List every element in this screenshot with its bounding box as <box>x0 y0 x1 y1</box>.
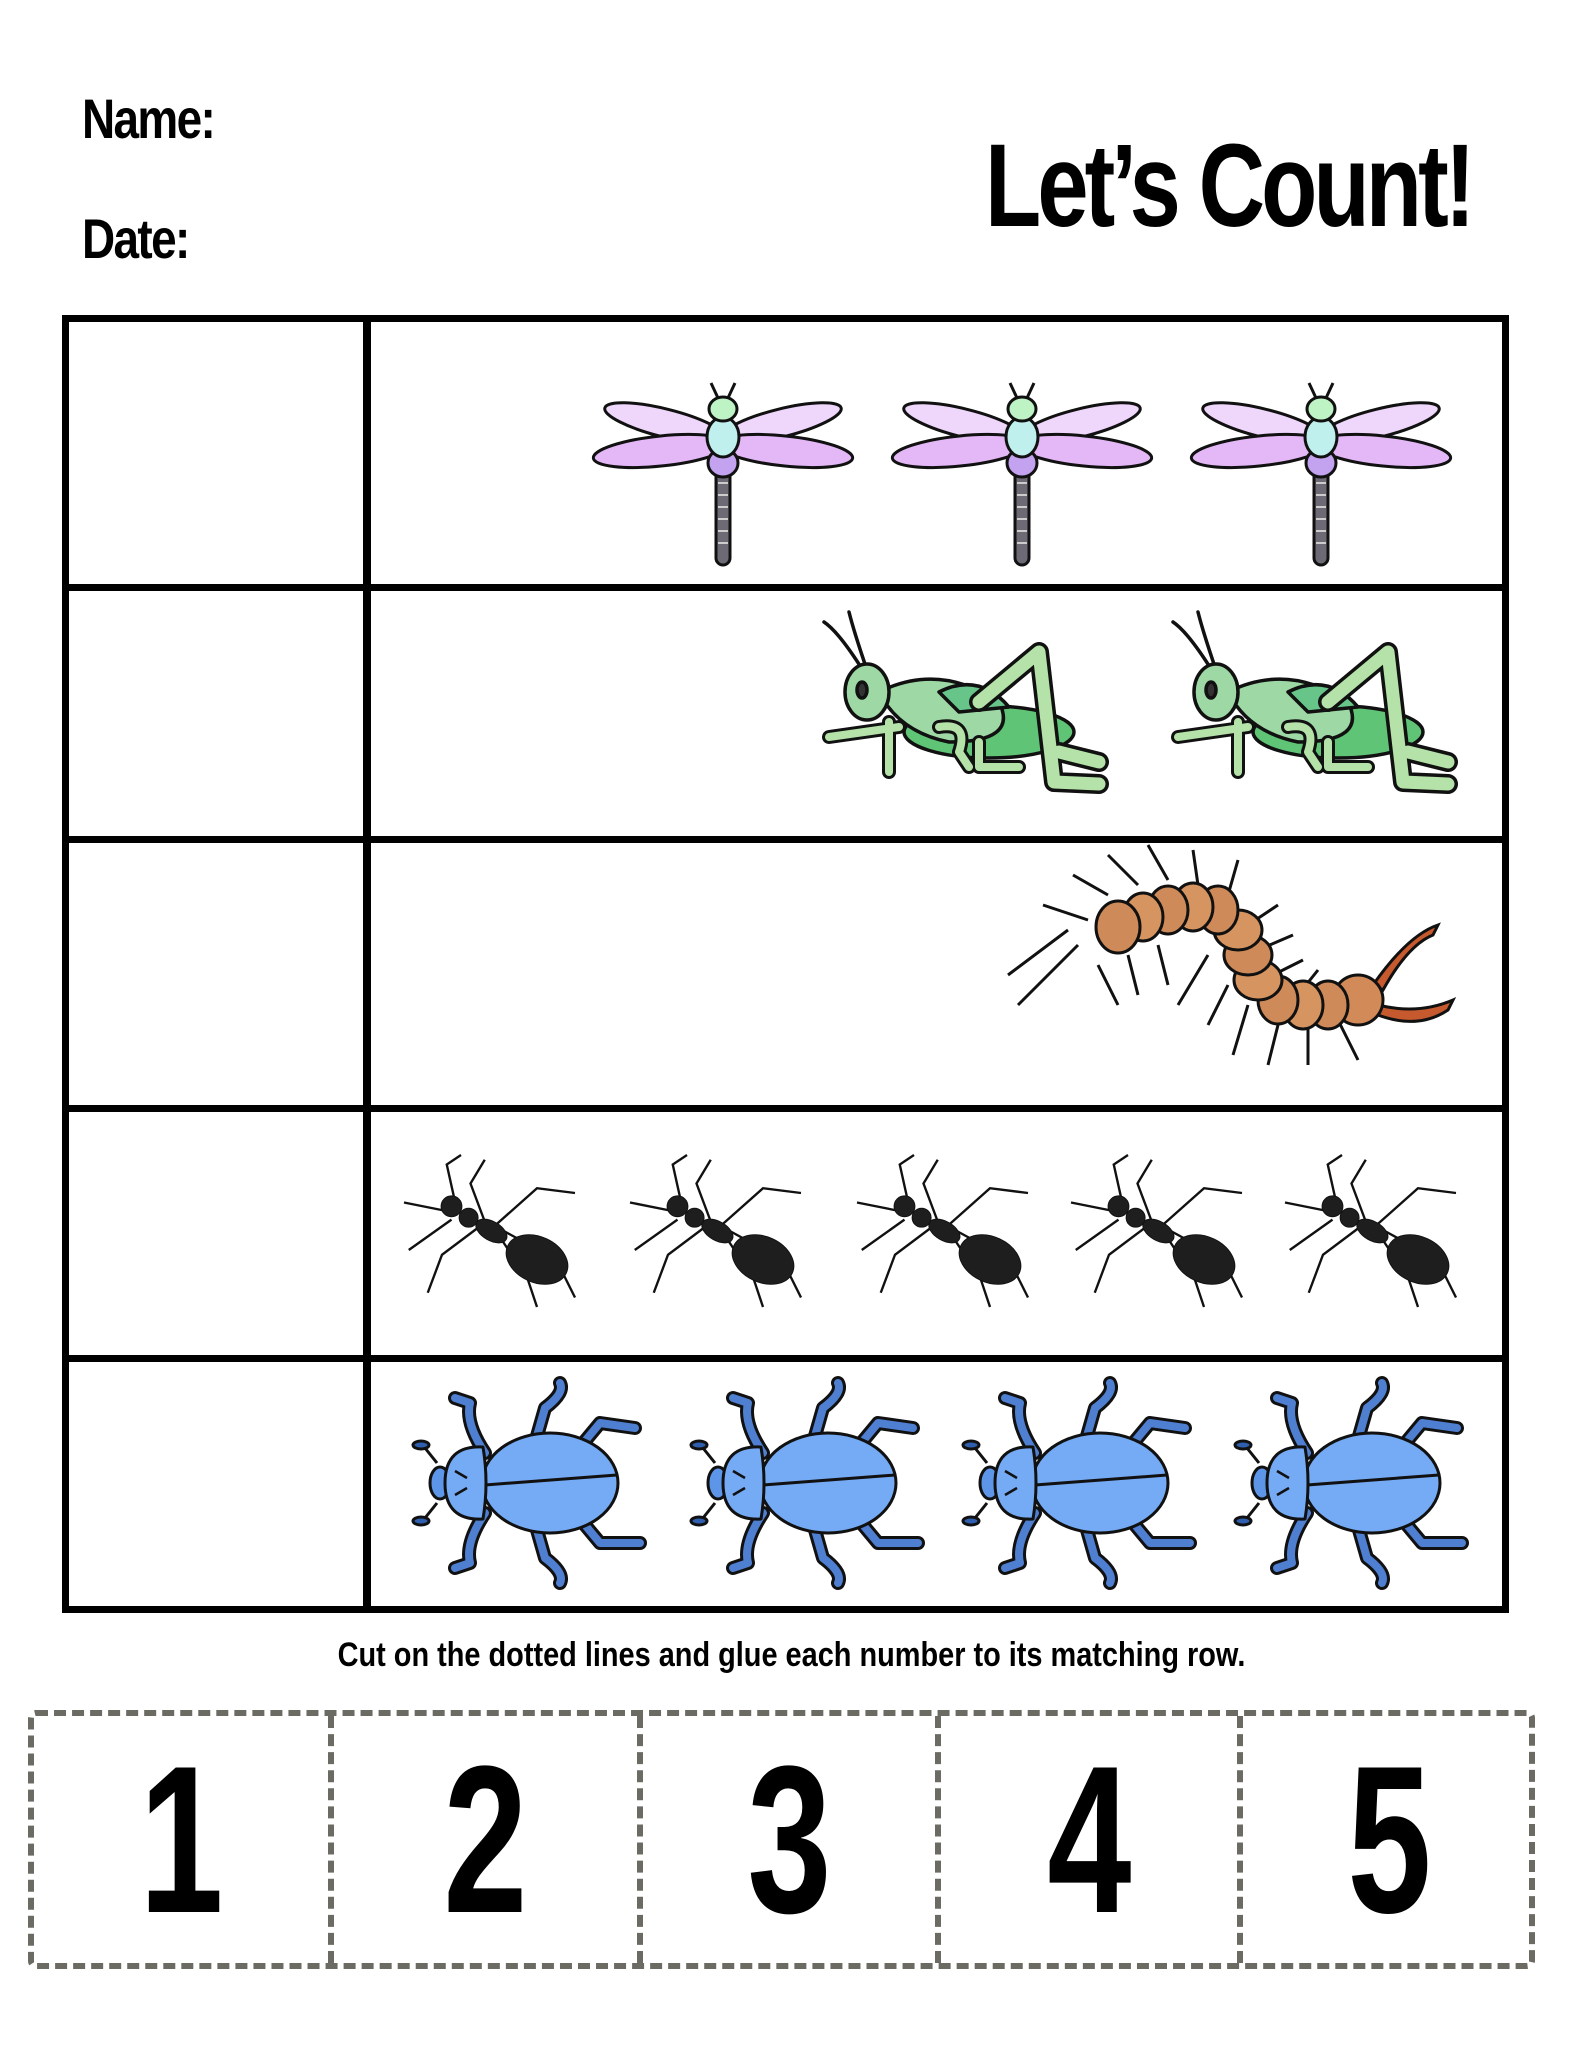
number-card-3[interactable]: 3 <box>643 1716 935 1963</box>
number-card-2[interactable]: 2 <box>334 1716 637 1963</box>
number-4: 4 <box>1046 1721 1132 1957</box>
row-divider <box>69 1355 1502 1362</box>
number-card-1[interactable]: 1 <box>34 1716 328 1963</box>
cut-line <box>935 1716 941 1963</box>
row-divider <box>69 584 1502 591</box>
number-2: 2 <box>443 1721 528 1957</box>
row-divider <box>69 836 1502 843</box>
instructions-text: Cut on the dotted lines and glue each nu… <box>337 1636 1246 1674</box>
number-card-4[interactable]: 4 <box>941 1716 1237 1963</box>
number-5: 5 <box>1346 1721 1432 1957</box>
counting-table <box>62 315 1509 1613</box>
number-1: 1 <box>138 1721 224 1957</box>
column-divider <box>363 322 371 1606</box>
cut-line <box>1237 1716 1243 1963</box>
number-card-5[interactable]: 5 <box>1243 1716 1535 1963</box>
answer-cell-3[interactable] <box>69 843 363 1105</box>
number-3: 3 <box>746 1721 832 1957</box>
page-title: Let’s Count! <box>985 120 1476 252</box>
cut-line <box>637 1716 643 1963</box>
number-cards-strip: 1 2 3 4 5 <box>28 1710 1535 1969</box>
answer-cell-5[interactable] <box>69 1362 363 1607</box>
date-label: Date: <box>82 207 190 270</box>
row-divider <box>69 1105 1502 1112</box>
name-label: Name: <box>82 87 216 150</box>
cut-line <box>328 1716 334 1963</box>
answer-cell-4[interactable] <box>69 1112 363 1355</box>
answer-cell-1[interactable] <box>69 322 363 584</box>
answer-cell-2[interactable] <box>69 591 363 836</box>
